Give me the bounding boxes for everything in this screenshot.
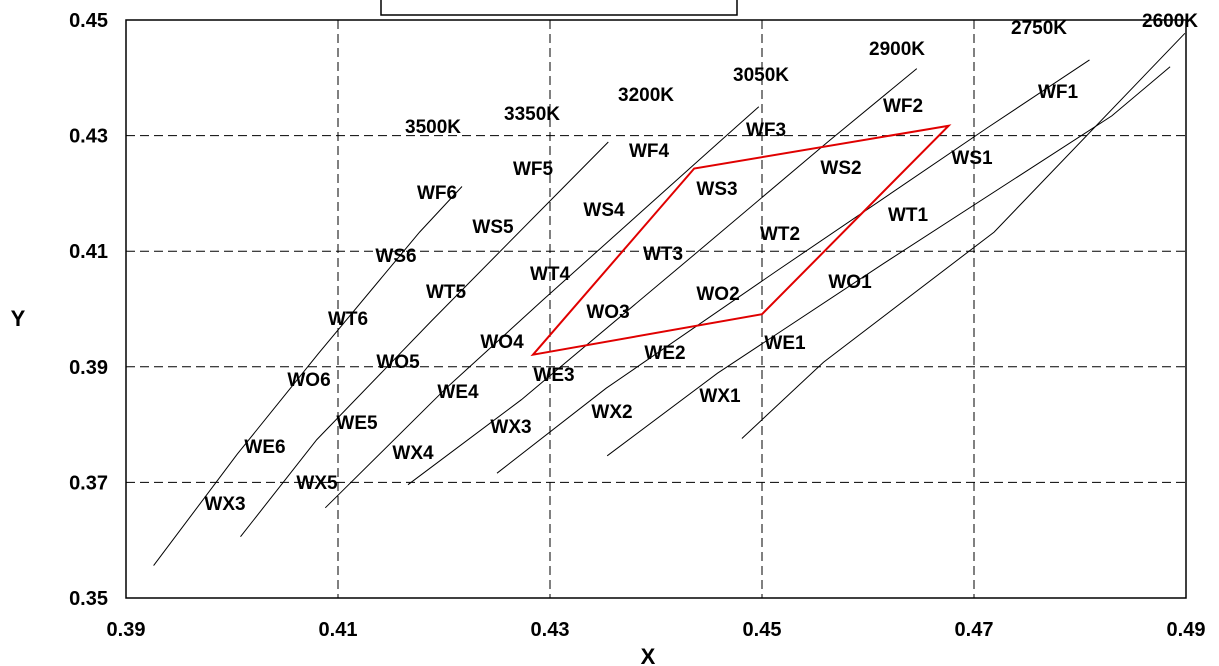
cct-label: 3200K [618, 85, 674, 106]
y-tick-label: 0.39 [69, 357, 108, 379]
bin-label: WE6 [244, 437, 285, 458]
bin-label: WE5 [336, 413, 378, 434]
cct-line-3200K [324, 106, 760, 509]
bin-label: WO6 [287, 370, 330, 391]
highlight-region [530, 124, 952, 357]
bin-label: WE2 [644, 343, 685, 364]
cct-line-3500K [153, 186, 463, 566]
x-tick-label: 0.49 [1167, 619, 1206, 641]
y-axis-title: Y [11, 306, 26, 331]
bin-label: WT4 [530, 264, 571, 285]
cct-line-3350K [240, 141, 609, 538]
y-tick-label: 0.37 [69, 472, 108, 494]
x-tick-label: 0.41 [319, 619, 358, 641]
bin-label: WF5 [513, 159, 554, 180]
bin-label: WT3 [643, 244, 683, 265]
bin-labels: WF1 WF2 WF3 WF4 WF5 WF6 WS1 WS2 WS3 WS4 WS5 WS6 WT1 W… [204, 82, 1078, 515]
bin-label: WF2 [883, 96, 923, 117]
cct-line-3050K [407, 68, 918, 486]
cct-label: 3050K [733, 65, 789, 86]
cct-line-2900K [496, 59, 1090, 474]
x-axis-title: X [641, 644, 656, 666]
bin-label: WE1 [764, 333, 806, 354]
cct-label: 2750K [1011, 18, 1067, 39]
bin-label: WT1 [888, 205, 929, 226]
bin-label: WX3 [204, 494, 245, 515]
x-tick-label: 0.39 [107, 619, 146, 641]
bin-label: WX2 [591, 402, 632, 423]
bin-label: WE4 [437, 382, 479, 403]
grid-lines [126, 20, 1186, 598]
bin-label: WS3 [696, 179, 737, 200]
bin-label: WS2 [820, 158, 861, 179]
y-axis-ticks: 0.35 0.37 0.39 0.41 0.43 0.45 [69, 10, 108, 610]
title-box [380, 0, 738, 16]
bin-label: WF3 [746, 120, 786, 141]
bin-label: WF4 [629, 141, 670, 162]
x-tick-label: 0.43 [531, 619, 570, 641]
bin-label: WS5 [472, 217, 514, 238]
bin-label: WO4 [480, 332, 524, 353]
y-tick-label: 0.45 [69, 10, 108, 32]
bin-label: WX1 [699, 386, 741, 407]
bin-label: WX5 [296, 473, 338, 494]
bin-label: WO3 [586, 302, 629, 323]
x-axis-ticks: 0.39 0.41 0.43 0.45 0.47 0.49 [107, 619, 1206, 641]
cct-labels: 3500K 3350K 3200K 3050K 2900K 2750K 2600K [405, 11, 1198, 138]
bin-label: WT2 [760, 224, 800, 245]
cct-line-2600K [741, 32, 1186, 439]
bin-label: WE3 [533, 365, 574, 386]
bin-label: WF6 [417, 183, 457, 204]
bin-boundary-lines [153, 32, 1186, 566]
bin-label: WX4 [392, 443, 434, 464]
bin-label: WS6 [375, 246, 416, 267]
y-tick-label: 0.41 [69, 241, 108, 263]
bin-label: WT6 [328, 309, 368, 330]
bin-label: WS1 [951, 148, 993, 169]
bin-label: WO5 [376, 352, 420, 373]
bin-label: WS4 [583, 200, 625, 221]
cct-label: 2600K [1142, 11, 1198, 32]
cct-label: 3350K [504, 104, 560, 125]
bin-label: WO1 [828, 272, 872, 293]
bin-label: WT5 [426, 282, 467, 303]
highlight-polygon [530, 124, 952, 357]
cct-label: 3500K [405, 117, 461, 138]
bin-label: WO2 [696, 284, 739, 305]
bin-label: WX3 [490, 417, 531, 438]
y-tick-label: 0.35 [69, 588, 108, 610]
x-tick-label: 0.47 [955, 619, 994, 641]
cct-line-2750K [606, 66, 1171, 457]
cct-label: 2900K [869, 39, 925, 60]
bin-label: WF1 [1038, 82, 1079, 103]
y-tick-label: 0.43 [69, 126, 108, 148]
x-tick-label: 0.45 [743, 619, 782, 641]
plot-frame [125, 19, 1187, 599]
